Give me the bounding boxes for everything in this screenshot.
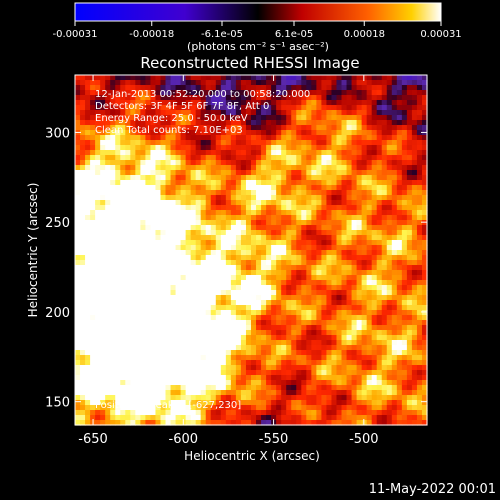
y-tick-label: 200 [45,306,70,321]
x-axis: -650 -600 -550 -500 [78,75,379,447]
x-axis-label: Heliocentric X (arcsec) [184,449,320,463]
x-tick-label: -600 [169,432,199,447]
colorbar-bar [74,2,442,22]
plot-frame [74,74,428,426]
colorbar-tick-label: 0.00018 [344,29,385,40]
annotation-line: 12-Jan-2013 00:52:20.000 to 00:58:20.000 [95,89,310,100]
x-tick-label: -550 [259,432,289,447]
y-axis-label: Heliocentric Y (arcsec) [26,183,40,318]
colorbar-tick-label: -6.1e-05 [201,29,243,40]
annotation-block: 12-Jan-2013 00:52:20.000 to 00:58:20.000… [95,89,310,136]
colorbar-tick-label: -0.00018 [129,29,174,40]
annotation-line: Energy Range: 25.0 - 50.0 keV [95,113,248,124]
chart-title: Reconstructed RHESSI Image [140,54,359,72]
annotation-line: Detectors: 3F 4F 5F 6F 7F 8F, Att 0 [95,101,269,112]
x-tick-label: -500 [349,432,379,447]
y-tick-label: 150 [45,396,70,411]
colorbar-tick-label: 0.00031 [420,29,461,40]
y-axis: 150 200 250 300 [45,126,427,411]
colorbar-tick-label: 6.1e-05 [275,29,313,40]
heatmap [75,75,428,426]
y-tick-label: 250 [45,216,70,231]
colorbar-tick-label: -0.00031 [53,29,98,40]
colorbar-unit-label: (photons cm⁻² s⁻¹ asec⁻²) [187,40,329,53]
colorbar: -0.00031 -0.00018 -6.1e-05 6.1e-05 0.00018 0.… [53,2,462,53]
peak-position-label: Position of Peak = [-627,230] [95,400,241,411]
annotation-line: Clean Total counts: 7.10E+03 [95,125,243,136]
footer-date: 11-May-2022 00:01 [369,482,496,497]
y-tick-label: 300 [45,126,70,141]
x-tick-label: -650 [78,432,108,447]
